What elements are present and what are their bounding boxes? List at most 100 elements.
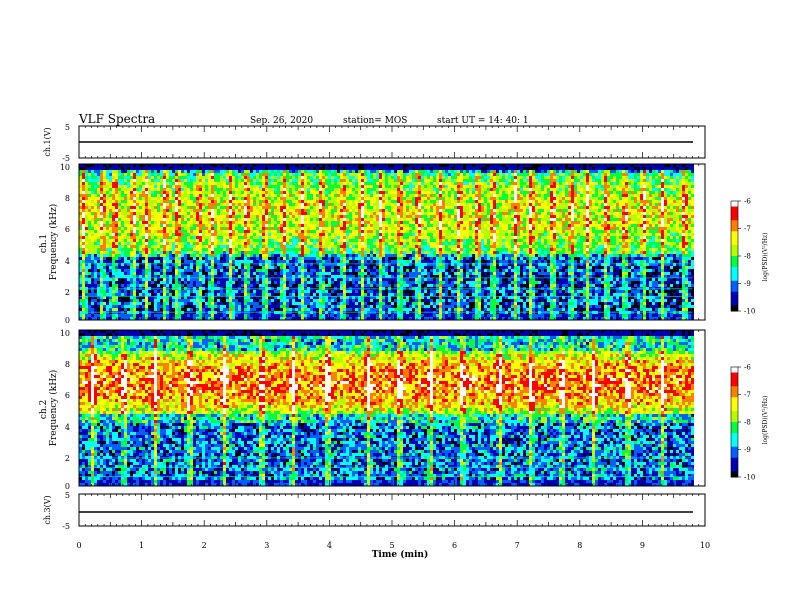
spectrogram-cell bbox=[223, 257, 226, 260]
spectrogram-cell bbox=[325, 308, 328, 311]
spectrogram-cell bbox=[346, 293, 349, 296]
spectrogram-cell bbox=[127, 164, 130, 167]
spectrogram-cell bbox=[175, 308, 178, 311]
spectrogram-cell bbox=[328, 257, 331, 260]
spectrogram-cell bbox=[241, 251, 244, 254]
spectrogram-cell bbox=[346, 302, 349, 305]
spectrogram-cell bbox=[166, 227, 169, 230]
spectrogram-cell bbox=[301, 218, 304, 221]
spectrogram-cell bbox=[277, 317, 280, 320]
spectrogram-cell bbox=[175, 164, 178, 167]
spectrogram-cell bbox=[256, 164, 259, 167]
spectrogram-cell bbox=[337, 236, 340, 239]
spectrogram-cell bbox=[286, 239, 289, 242]
spectrogram-cell bbox=[238, 167, 241, 170]
spectrogram-cell bbox=[202, 167, 205, 170]
spectrogram-cell bbox=[184, 299, 187, 302]
spectrogram-cell bbox=[88, 314, 91, 317]
spectrogram-cell bbox=[118, 248, 121, 251]
spectrogram-cell bbox=[82, 284, 85, 287]
spectrogram-cell bbox=[82, 299, 85, 302]
spectrogram-cell bbox=[334, 221, 337, 224]
spectrogram-cell bbox=[157, 233, 160, 236]
spectrogram-cell bbox=[181, 257, 184, 260]
spectrogram-cell bbox=[247, 278, 250, 281]
spectrogram-cell bbox=[286, 188, 289, 191]
spectrogram-cell bbox=[181, 191, 184, 194]
spectrogram-cell bbox=[175, 278, 178, 281]
spectrogram-cell bbox=[196, 212, 199, 215]
spectrogram-cell bbox=[181, 317, 184, 320]
spectrogram-cell bbox=[325, 263, 328, 266]
spectrogram-cell bbox=[253, 212, 256, 215]
spectrogram-cell bbox=[235, 212, 238, 215]
spectrogram-cell bbox=[94, 236, 97, 239]
spectrogram-cell bbox=[100, 212, 103, 215]
spectrogram-cell bbox=[271, 224, 274, 227]
spectrogram-cell bbox=[133, 179, 136, 182]
spectrogram-cell bbox=[151, 194, 154, 197]
spectrogram-cell bbox=[319, 179, 322, 182]
spectrogram-cell bbox=[238, 269, 241, 272]
spectrogram-cell bbox=[142, 236, 145, 239]
spectrogram-cell bbox=[295, 266, 298, 269]
spectrogram-cell bbox=[205, 317, 208, 320]
spectrogram-cell bbox=[148, 284, 151, 287]
spectrogram-cell bbox=[142, 197, 145, 200]
spectrogram-cell bbox=[166, 257, 169, 260]
spectrogram-cell bbox=[142, 281, 145, 284]
spectrogram-cell bbox=[115, 212, 118, 215]
spectrogram-cell bbox=[205, 251, 208, 254]
spectrogram-cell bbox=[283, 215, 286, 218]
spectrogram-cell bbox=[304, 254, 307, 257]
spectrogram-cell bbox=[229, 290, 232, 293]
spectrogram-cell bbox=[178, 209, 181, 212]
spectrogram-cell bbox=[268, 293, 271, 296]
spectrogram-cell bbox=[361, 257, 364, 260]
spectrogram-cell bbox=[223, 221, 226, 224]
spectrogram-cell bbox=[94, 167, 97, 170]
spectrogram-cell bbox=[160, 272, 163, 275]
spectrogram-cell bbox=[334, 185, 337, 188]
spectrogram-cell bbox=[190, 203, 193, 206]
spectrogram-cell bbox=[364, 176, 367, 179]
spectrogram-cell bbox=[160, 218, 163, 221]
spectrogram-cell bbox=[169, 290, 172, 293]
spectrogram-cell bbox=[82, 245, 85, 248]
spectrogram-cell bbox=[313, 185, 316, 188]
spectrogram-cell bbox=[241, 227, 244, 230]
spectrogram-cell bbox=[136, 200, 139, 203]
spectrogram-cell bbox=[355, 185, 358, 188]
spectrogram-cell bbox=[322, 182, 325, 185]
spectrogram-cell bbox=[334, 194, 337, 197]
spectrogram-cell bbox=[349, 299, 352, 302]
spectrogram-cell bbox=[193, 182, 196, 185]
spectrogram-cell bbox=[307, 260, 310, 263]
spectrogram-cell bbox=[208, 188, 211, 191]
spectrogram-cell bbox=[259, 254, 262, 257]
spectrogram-cell bbox=[145, 305, 148, 308]
spectrogram-cell bbox=[352, 245, 355, 248]
spectrogram-cell bbox=[139, 233, 142, 236]
spectrogram-cell bbox=[106, 296, 109, 299]
spectrogram-cell bbox=[151, 290, 154, 293]
spectrogram-cell bbox=[265, 197, 268, 200]
spectrogram-cell bbox=[211, 296, 214, 299]
spectrogram-cell bbox=[94, 176, 97, 179]
spectrogram-cell bbox=[214, 197, 217, 200]
spectrogram-cell bbox=[250, 263, 253, 266]
spectrogram-cell bbox=[214, 248, 217, 251]
spectrogram-cell bbox=[229, 197, 232, 200]
spectrogram-cell bbox=[100, 293, 103, 296]
spectrogram-cell bbox=[136, 314, 139, 317]
spectrogram-cell bbox=[286, 182, 289, 185]
spectrogram-cell bbox=[280, 236, 283, 239]
spectrogram-cell bbox=[232, 299, 235, 302]
spectrogram-cell bbox=[208, 212, 211, 215]
spectrogram-cell bbox=[184, 278, 187, 281]
spectrogram-cell bbox=[103, 296, 106, 299]
spectrogram-cell bbox=[229, 206, 232, 209]
spectrogram-cell bbox=[148, 206, 151, 209]
spectrogram-cell bbox=[304, 209, 307, 212]
spectrogram-cell bbox=[235, 236, 238, 239]
